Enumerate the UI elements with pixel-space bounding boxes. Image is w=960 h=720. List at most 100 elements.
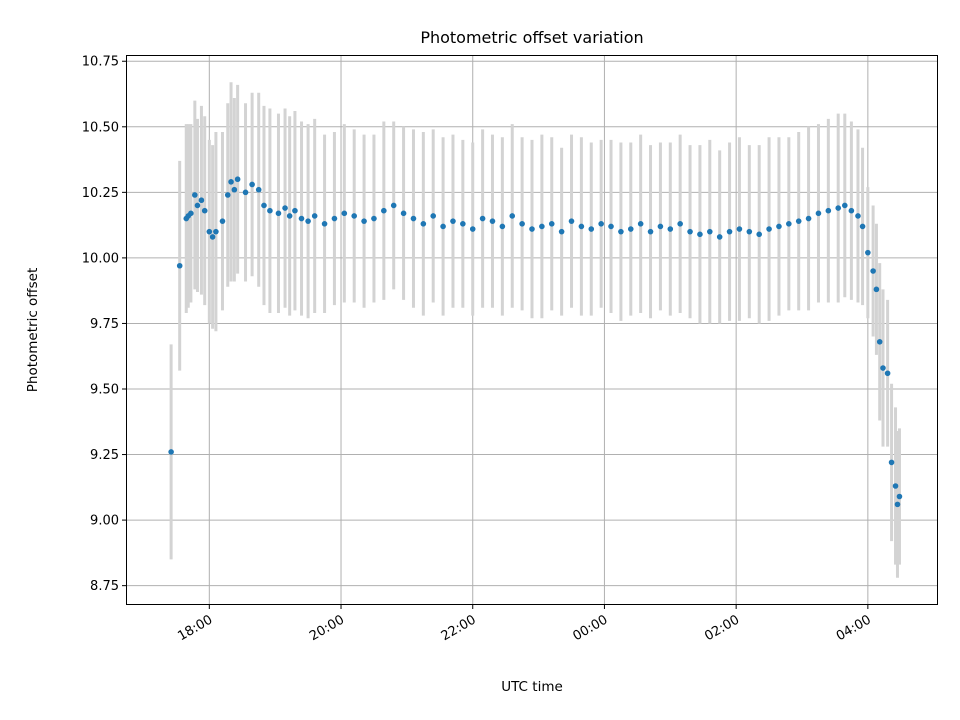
data-point xyxy=(381,207,387,214)
data-point xyxy=(305,218,311,224)
data-point xyxy=(677,221,683,227)
data-point xyxy=(880,365,886,371)
data-point xyxy=(756,231,762,238)
data-point xyxy=(206,228,213,235)
data-point xyxy=(231,186,238,193)
data-point xyxy=(786,221,792,227)
data-point xyxy=(361,218,367,224)
y-tick-label: 10.75 xyxy=(82,55,119,70)
data-point xyxy=(410,215,417,222)
data-point xyxy=(242,189,249,196)
plot-frame xyxy=(126,55,938,605)
data-point xyxy=(578,223,585,230)
data-point xyxy=(331,215,338,222)
y-tick-label: 9.25 xyxy=(90,448,119,463)
data-point xyxy=(888,459,895,466)
data-point xyxy=(835,205,842,211)
data-point xyxy=(460,221,466,227)
data-point xyxy=(825,207,832,214)
data-point xyxy=(618,228,624,235)
data-point xyxy=(321,221,328,227)
data-point xyxy=(716,234,723,240)
data-point xyxy=(815,210,822,217)
data-point xyxy=(736,226,743,232)
data-point xyxy=(499,223,506,230)
data-point xyxy=(194,202,201,209)
data-point xyxy=(192,192,198,198)
data-point xyxy=(351,213,357,219)
data-point xyxy=(884,370,891,377)
data-point xyxy=(687,228,693,235)
data-point xyxy=(588,226,595,232)
data-point xyxy=(275,210,282,217)
data-point xyxy=(400,210,407,217)
data-point xyxy=(209,234,216,240)
data-point xyxy=(228,179,234,185)
data-point xyxy=(213,228,219,235)
data-point xyxy=(896,493,903,500)
data-point xyxy=(201,207,208,214)
data-point xyxy=(568,218,575,224)
data-point xyxy=(558,228,565,235)
data-point xyxy=(469,226,476,232)
data-point xyxy=(430,213,437,219)
data-point xyxy=(168,449,174,455)
data-point xyxy=(249,181,255,188)
y-tick-label: 10.25 xyxy=(82,186,119,201)
data-point xyxy=(341,210,348,217)
data-point xyxy=(298,215,305,222)
data-point xyxy=(697,231,703,238)
y-tick-label: 10.50 xyxy=(82,120,119,135)
data-point xyxy=(870,268,876,274)
data-point xyxy=(842,202,848,209)
data-point xyxy=(282,205,288,211)
data-point xyxy=(489,218,496,224)
data-point xyxy=(234,176,241,183)
data-point xyxy=(219,218,226,224)
y-axis-ticks: 8.75 9.00 9.25 9.50 9.75 10.00 10.25 10.50 10.75 xyxy=(82,55,127,594)
data-point xyxy=(255,186,262,193)
data-point xyxy=(859,223,866,230)
data-point xyxy=(627,226,634,232)
data-point xyxy=(224,192,231,198)
data-point xyxy=(848,207,855,214)
data-point xyxy=(637,221,644,227)
y-tick-label: 8.75 xyxy=(90,579,119,594)
y-axis-label: Photometric offset xyxy=(25,268,41,392)
data-point xyxy=(608,223,614,230)
data-point xyxy=(371,215,377,222)
data-point xyxy=(529,226,535,232)
data-point xyxy=(390,202,397,209)
data-point xyxy=(876,338,883,345)
data-point xyxy=(598,221,604,227)
data-point xyxy=(519,221,525,227)
data-point xyxy=(726,228,733,235)
y-tick-label: 10.00 xyxy=(82,251,119,266)
data-point xyxy=(667,226,674,232)
data-point xyxy=(805,215,812,222)
data-point xyxy=(267,207,273,214)
data-point xyxy=(292,207,298,214)
data-point xyxy=(176,262,183,269)
data-point xyxy=(548,221,555,227)
y-tick-label: 9.50 xyxy=(90,382,119,397)
data-point xyxy=(450,218,456,224)
data-point xyxy=(892,483,899,489)
data-point xyxy=(539,223,545,230)
data-point xyxy=(286,213,293,219)
data-point xyxy=(707,228,713,235)
data-point xyxy=(509,213,516,219)
data-point xyxy=(311,213,318,219)
data-point xyxy=(420,221,427,227)
data-point xyxy=(647,228,654,235)
data-point xyxy=(657,223,664,230)
data-point xyxy=(873,286,880,293)
data-point xyxy=(188,210,194,217)
data-point xyxy=(440,223,446,230)
data-point xyxy=(198,197,205,204)
data-point xyxy=(855,213,861,219)
data-point xyxy=(479,215,486,222)
x-axis-label: UTC time xyxy=(501,679,563,695)
